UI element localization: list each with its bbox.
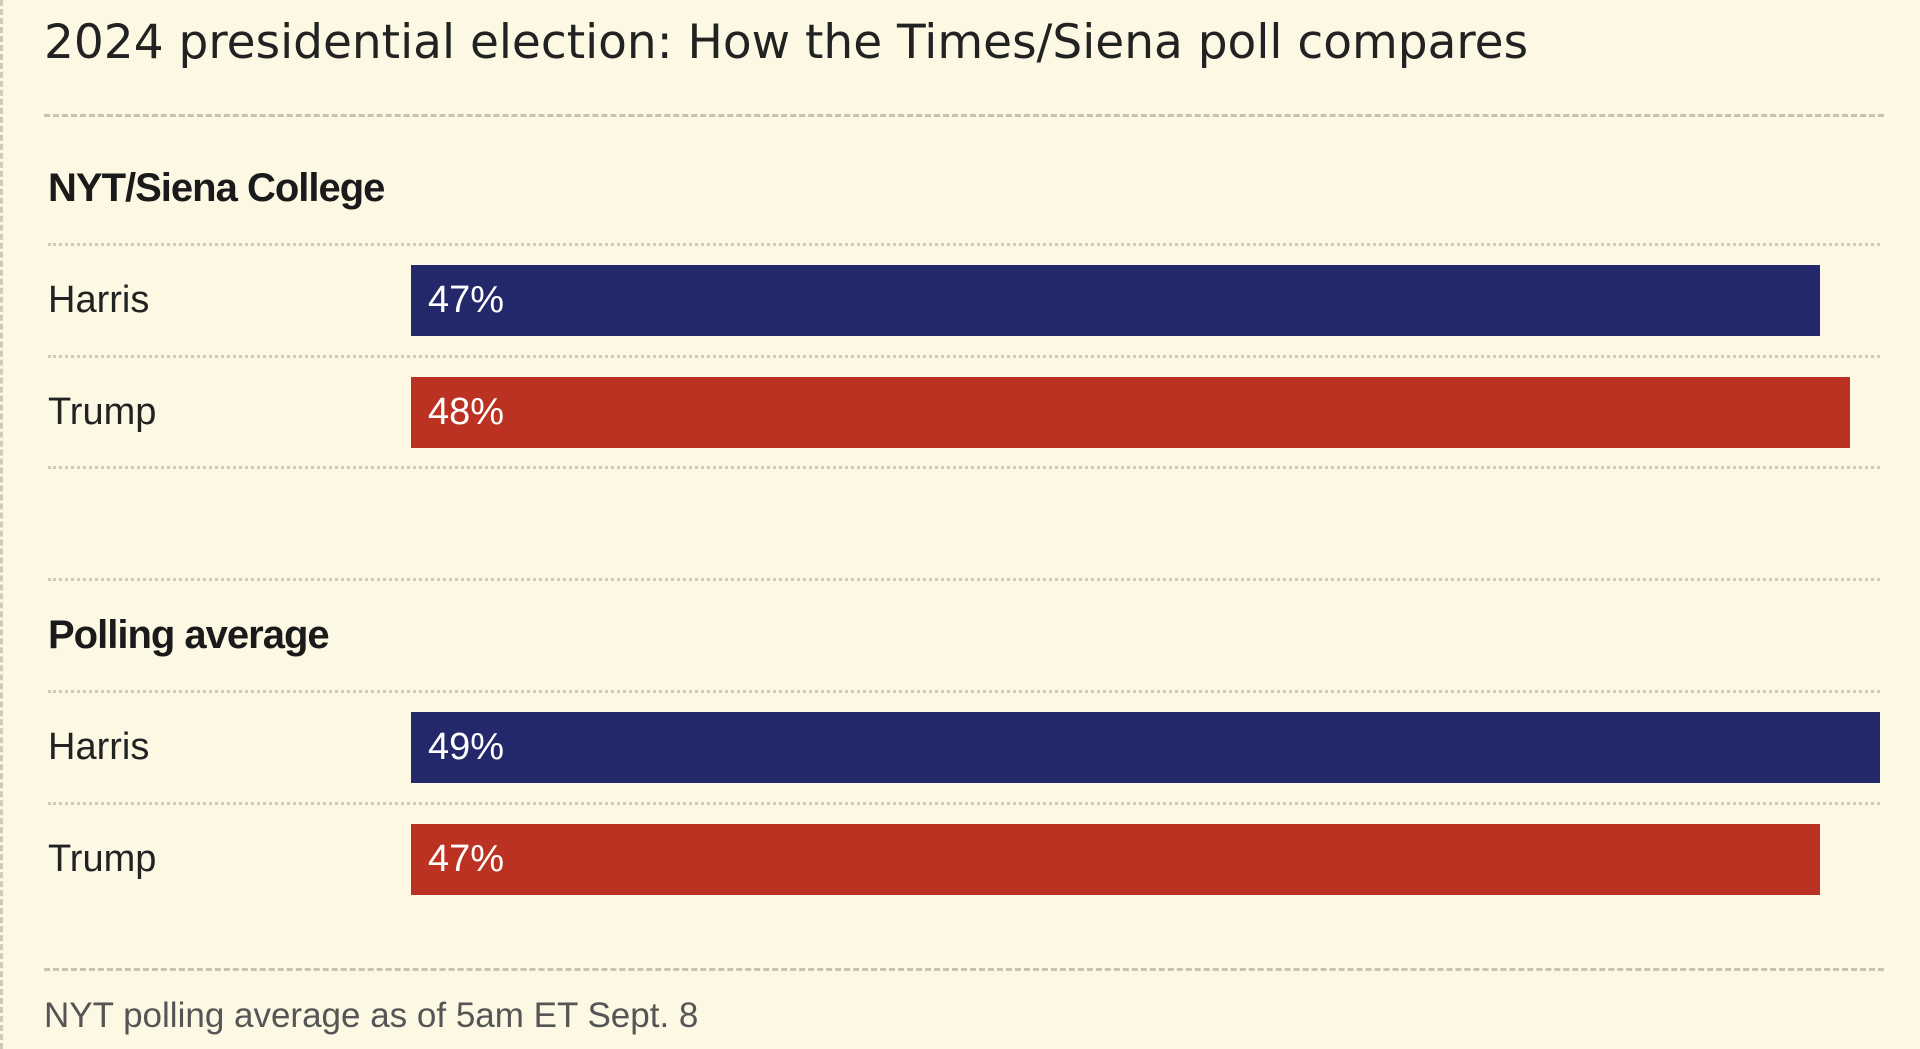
bar-value-label: 49% (428, 726, 505, 768)
row-label-harris: Harris (48, 279, 150, 321)
source-note: NYT polling average as of 5am ET Sept. 8 (44, 996, 699, 1035)
bar-trump-polling-average: 47% (411, 824, 1820, 895)
section-divider (48, 578, 1880, 581)
row-divider (48, 802, 1880, 805)
row-divider (48, 243, 1880, 246)
bar-value-label: 47% (428, 838, 505, 880)
row-label-trump: Trump (48, 838, 157, 880)
footer-divider (44, 968, 1884, 971)
section-title-nyt-siena: NYT/Siena College (48, 166, 385, 210)
bar-value-label: 48% (428, 391, 505, 433)
bar-harris-nyt-siena: 47% (411, 265, 1820, 336)
bar-value-label: 47% (428, 279, 505, 321)
row-label-harris: Harris (48, 726, 150, 768)
row-divider (48, 355, 1880, 358)
title-divider (44, 114, 1884, 117)
chart-title: 2024 presidential election: How the Time… (44, 15, 1529, 70)
section-title-polling-average: Polling average (48, 613, 330, 657)
bar-harris-polling-average: 49% (411, 712, 1880, 783)
row-label-trump: Trump (48, 391, 157, 433)
row-divider (48, 466, 1880, 469)
row-divider (48, 690, 1880, 693)
bar-trump-nyt-siena: 48% (411, 377, 1850, 448)
